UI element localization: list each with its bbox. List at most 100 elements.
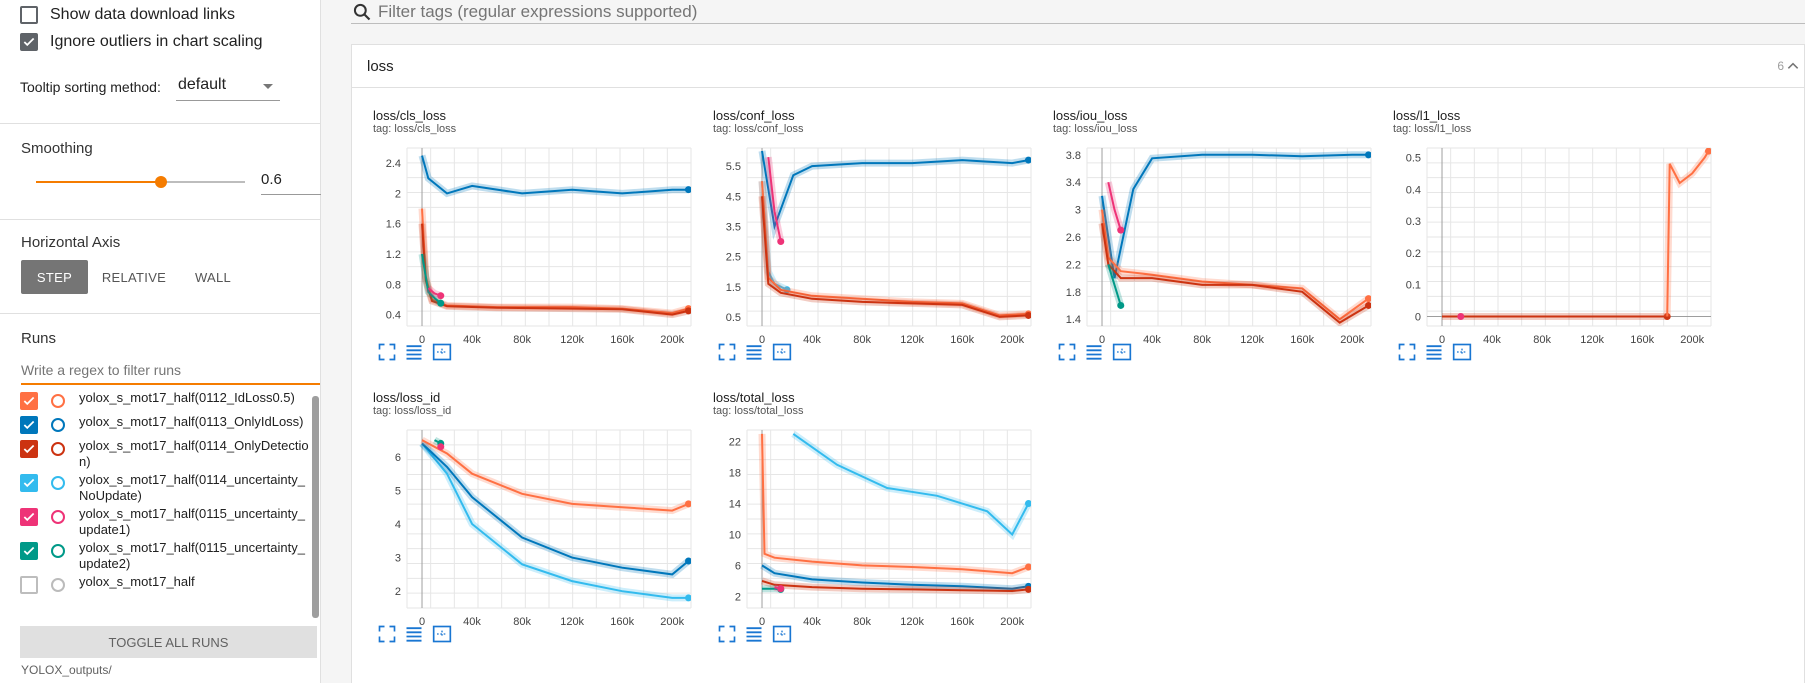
x-tick-label: 120k [900,616,924,628]
y-tick-label: 3.5 [726,221,741,233]
data-table-button[interactable] [403,341,425,363]
run-checkbox[interactable] [20,542,38,560]
run-color-swatch[interactable] [51,510,65,524]
data-table-icon [406,345,422,360]
run-item[interactable]: yolox_s_mot17_half(0112_IdLoss0.5) [20,390,310,410]
chart-tag: tag: loss/iou_loss [1053,123,1138,135]
search-icon [353,3,371,20]
fullscreen-button[interactable] [1396,341,1418,363]
fit-domain-button[interactable] [1111,341,1133,363]
run-checkbox[interactable] [20,416,38,434]
tooltip-sorting-select[interactable]: default [176,76,280,101]
series-line [1101,223,1370,324]
series-group [418,154,691,319]
series-point [1117,226,1125,234]
run-item[interactable]: yolox_s_mot17_half(0114_uncertainty_NoUp… [20,472,310,504]
chart-card: 1.4 1.8 2.2 2.6 3 3.4 3.8 0 40k 80k 120k 160k 200k lo… [1032,88,1372,368]
fullscreen-button[interactable] [376,341,398,363]
show-download-links-checkbox[interactable] [20,6,38,24]
run-color-swatch[interactable] [51,394,65,408]
data-table-icon [406,627,422,642]
chart-tag: tag: loss/loss_id [373,405,452,417]
run-label: yolox_s_mot17_half(0114_uncertainty_NoUp… [79,472,305,503]
x-tick-label: 200k [1680,334,1704,346]
fit-domain-button[interactable] [1451,341,1473,363]
chevron-up-icon[interactable] [1786,59,1800,73]
runs-filter-input[interactable]: Write a regex to filter runs [21,359,320,385]
fullscreen-button[interactable] [716,623,738,645]
data-table-button[interactable] [743,341,765,363]
data-table-button[interactable] [1083,341,1105,363]
ignore-outliers-checkbox[interactable] [20,33,38,51]
data-table-icon [746,345,762,360]
fullscreen-button[interactable] [1056,341,1078,363]
run-color-swatch[interactable] [51,442,65,456]
x-tick-label: 40k [1143,334,1161,346]
run-checkbox[interactable] [20,392,38,410]
runs-scrollbar[interactable] [312,396,319,618]
chart-title: loss/total_loss [713,390,795,405]
run-item[interactable]: yolox_s_mot17_half(0114_OnlyDetection) [20,438,310,470]
run-item[interactable]: yolox_s_mot17_half(0115_uncertainty_upda… [20,506,310,538]
fit-domain-button[interactable] [771,623,793,645]
axis-wall-button[interactable]: WALL [194,269,232,285]
fit-domain-icon [772,343,792,361]
x-tick-label: 0 [419,334,425,346]
series-group [758,150,1031,321]
data-table-button[interactable] [743,623,765,645]
run-checkbox[interactable] [20,474,38,492]
chart-card: 2 3 4 5 6 0 40k 80k 120k 160k 200k loss/loss_id tag:… [352,370,692,650]
run-checkbox[interactable] [20,508,38,526]
x-tick-label: 40k [803,616,821,628]
y-tick-label: 1.8 [1066,287,1081,299]
fullscreen-button[interactable] [376,623,398,645]
data-table-button[interactable] [1423,341,1445,363]
run-color-swatch[interactable] [51,578,65,592]
series-line [792,433,1030,537]
series-point [1117,301,1125,309]
series-point [684,594,691,602]
run-color-swatch[interactable] [51,418,65,432]
data-table-icon [1426,345,1442,360]
y-tick-label: 0.4 [1406,184,1421,196]
run-color-swatch[interactable] [51,544,65,558]
fit-domain-button[interactable] [431,341,453,363]
smoothing-slider-knob[interactable] [155,176,168,188]
fullscreen-icon [718,343,736,361]
smoothing-slider[interactable] [36,176,245,188]
series-line [421,442,690,576]
fit-domain-button[interactable] [431,623,453,645]
run-item[interactable]: yolox_s_mot17_half(0113_OnlyIdLoss) [20,414,310,434]
y-tick-label: 2.4 [386,158,401,170]
check-icon [23,444,35,454]
run-color-swatch[interactable] [51,476,65,490]
x-tick-label: 200k [660,616,684,628]
series-point [1024,156,1031,164]
smoothing-slider-fill [36,181,162,183]
x-tick-label: 0 [759,334,765,346]
fullscreen-icon [718,625,736,643]
smoothing-input[interactable]: 0.6 [261,171,321,195]
chart-title: loss/cls_loss [373,108,446,123]
smoothing-title: Smoothing [21,140,93,157]
data-table-button[interactable] [403,623,425,645]
tag-filter-bar[interactable]: Filter tags (regular expressions support… [351,0,1805,24]
toggle-all-runs-button[interactable]: TOGGLE ALL RUNS [20,626,317,658]
axis-relative-button[interactable]: RELATIVE [101,269,167,285]
chart-card: 0 0.1 0.2 0.3 0.4 0.5 0 40k 80k 120k 160k 200k loss/… [1372,88,1712,368]
y-tick-label: 0 [1415,311,1421,323]
fit-domain-button[interactable] [771,341,793,363]
fullscreen-button[interactable] [716,341,738,363]
y-tick-label: 2.5 [726,252,741,264]
chart-card: 0.5 1.5 2.5 3.5 4.5 5.5 0 40k 80k 120k 160k 200k los… [692,88,1032,368]
tag-filter-input[interactable]: Filter tags (regular expressions support… [378,1,698,21]
category-header[interactable]: loss 6 [351,44,1805,88]
run-checkbox[interactable] [20,440,38,458]
run-checkbox[interactable] [20,576,38,594]
show-download-links-row[interactable]: Show data download links [20,6,235,24]
run-item[interactable]: yolox_s_mot17_half(0115_uncertainty_upda… [20,540,310,572]
ignore-outliers-row[interactable]: Ignore outliers in chart scaling [20,33,263,51]
x-tick-label: 160k [950,616,974,628]
axis-step-button[interactable]: STEP [21,260,88,294]
run-item[interactable]: yolox_s_mot17_half [20,574,310,594]
